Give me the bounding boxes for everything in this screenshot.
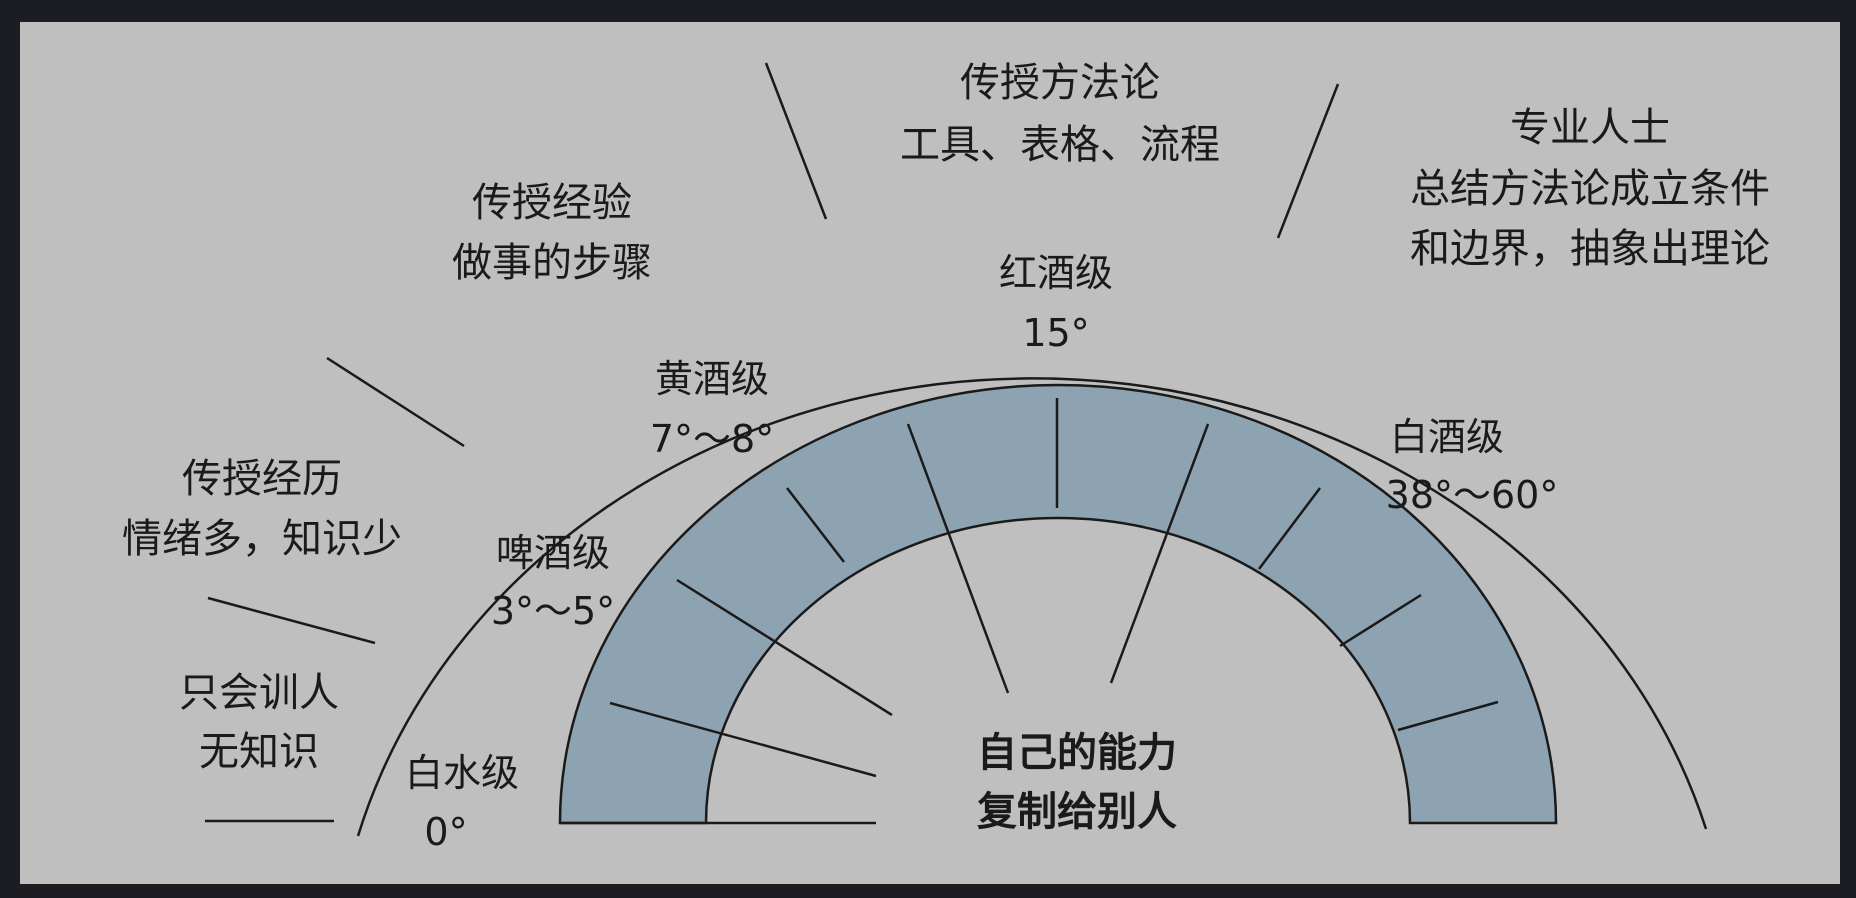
inner-level-name: 黄酒级 [655,357,769,401]
inner-level-degree: 0° [424,810,467,854]
outer-label-line: 无知识 [199,729,319,775]
outer-label-line: 总结方法论成立条件 [1410,166,1770,212]
inner-level-yellow-wine: 黄酒级 7°～8° [650,357,774,461]
pointer-line [609,701,877,778]
pointer-line [676,578,893,717]
pointer-lines [609,423,1210,778]
inner-level-degree: 7°～8° [650,417,774,461]
band-tick [786,487,845,563]
outer-arc [356,377,1708,837]
center-label: 自己的能力 复制给别人 [977,730,1177,835]
separator-line [207,596,376,645]
center-label-line: 自己的能力 [977,730,1177,776]
outer-label-line: 情绪多，知识少 [122,516,402,562]
inner-level-name: 啤酒级 [496,531,610,575]
pointer-line [1109,423,1210,684]
outer-label-line: 和边界，抽象出理论 [1410,226,1770,272]
separator-line [1276,83,1340,239]
outer-label-line: 专业人士 [1510,105,1670,151]
inner-level-degree: 38°～60° [1386,473,1559,517]
inner-level-name: 白酒级 [1390,415,1504,459]
separator-line [764,62,828,220]
outer-label-line: 传授经历 [182,456,342,502]
inner-level-degree: 15° [1022,311,1089,355]
separator-line [326,356,465,448]
outer-level-methodology: 传授方法论 工具、表格、流程 [900,60,1220,168]
outer-separators [205,62,1340,823]
outer-level-professional: 专业人士 总结方法论成立条件 和边界，抽象出理论 [1410,105,1770,272]
outer-label-line: 做事的步骤 [452,240,652,286]
outer-label-line: 传授方法论 [960,60,1160,106]
outer-level-experience: 传授经历 情绪多，知识少 [122,456,402,562]
inner-level-name: 白水级 [405,751,519,795]
capability-band [558,383,1558,825]
center-label-line: 复制给别人 [977,789,1177,835]
inner-level-degree: 3°～5° [491,589,615,633]
outer-level-practice: 传授经验 做事的步骤 [452,180,652,286]
band-ticks [786,398,1499,732]
inner-level-name: 红酒级 [999,251,1113,295]
pointer-line [906,423,1010,694]
outer-level-no-knowledge: 只会训人 无知识 [179,670,339,775]
inner-level-water: 白水级 0° [405,751,519,854]
band-tick [1258,487,1321,570]
band-tick [1397,700,1499,732]
outer-label-line: 工具、表格、流程 [900,122,1220,168]
band-tick [1339,593,1422,648]
inner-level-liquor: 白酒级 38°～60° [1386,415,1559,517]
outer-label-line: 传授经验 [472,180,632,226]
inner-level-beer: 啤酒级 3°～5° [491,531,615,633]
inner-level-red-wine: 红酒级 15° [999,251,1113,355]
outer-label-line: 只会训人 [179,670,339,716]
